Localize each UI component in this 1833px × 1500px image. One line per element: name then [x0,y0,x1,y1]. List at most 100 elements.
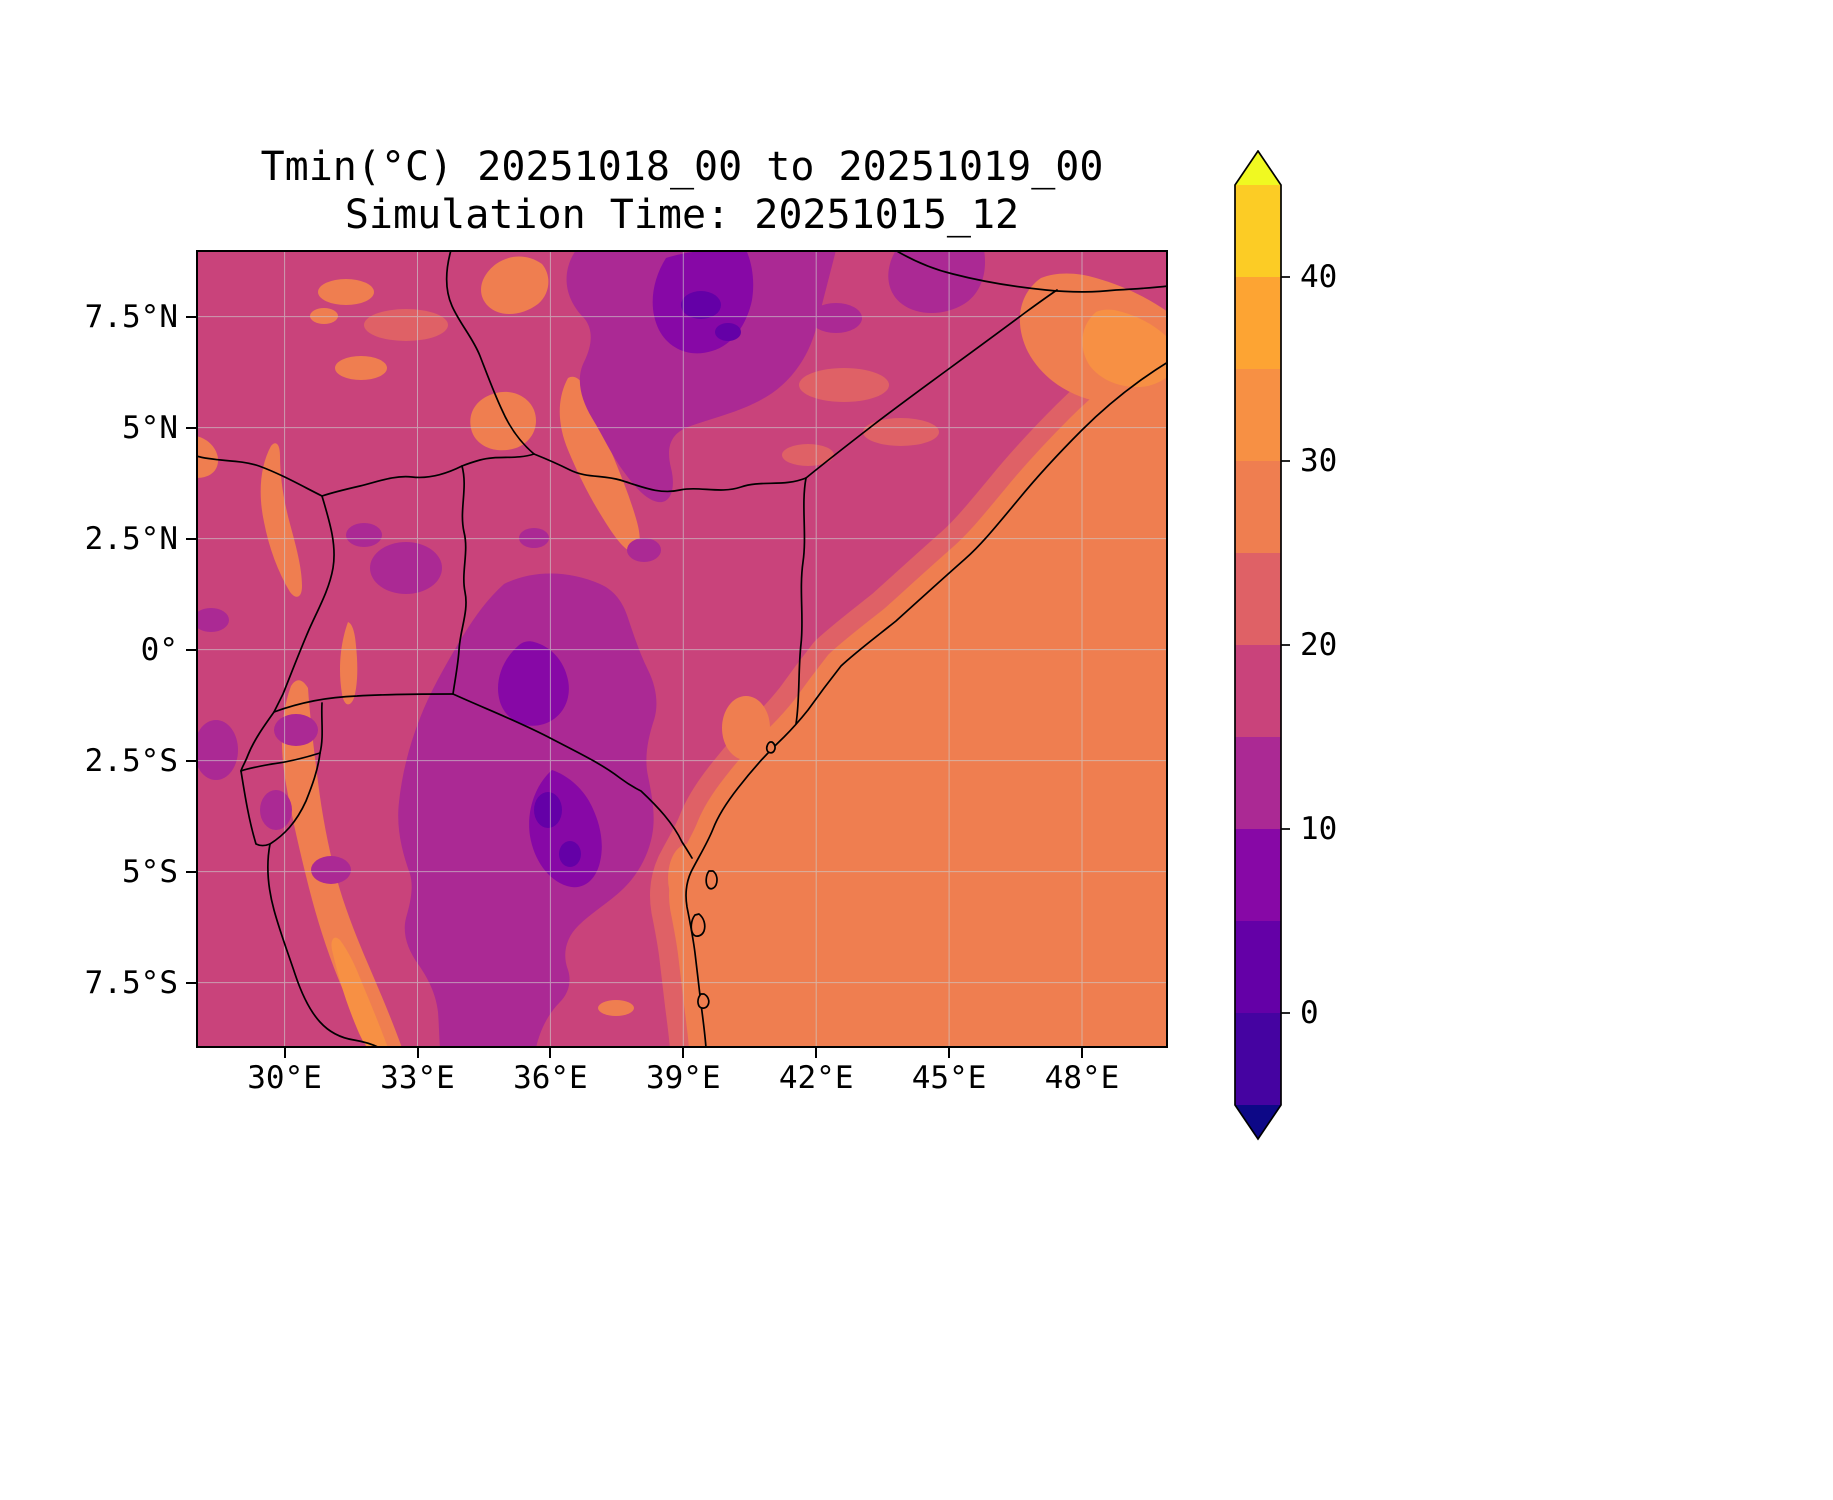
ocean-fill [686,362,1168,1048]
border-uganda-tanzania [273,693,454,713]
hot-spot-south-1 [598,1000,634,1016]
x-axis-tick [815,1048,818,1058]
colorbar-tick-label: 0 [1300,995,1319,1031]
colorbar-outline [1234,150,1282,1141]
x-axis-tick [283,1048,286,1058]
x-tick-label: 30°E [247,1060,322,1096]
y-tick-label: 5°S [122,854,178,890]
colorbar-band-15-20 [1235,645,1281,737]
hottest-core-rift-southwest [331,937,388,1048]
y-tick-label: 0° [140,632,178,668]
y-tick-label: 2.5°S [84,743,178,779]
border-south-sudan-uganda [321,453,535,497]
border-somaliland [894,250,1168,293]
x-axis-tick [682,1048,685,1058]
cold-core-kenya-highlands [498,641,569,726]
hot-patch-turkana-west [470,391,536,451]
hot-patch-top-center [481,256,549,315]
y-tick-label: 5°N [122,410,178,446]
colorbar-band-10-15 [1235,737,1281,829]
colorbar-tick-label: 40 [1300,259,1338,295]
hot-spot-nw-2 [310,308,338,324]
cool-spot-harar [810,303,862,333]
hot-spot-left-edge [196,436,219,478]
x-tick-label: 36°E [513,1060,588,1096]
hot-streak-lake-west [340,622,358,705]
x-tick-label: 48°E [1044,1060,1120,1096]
plot-subtitle: Simulation Time: 20251015_12 [344,192,1020,238]
y-tick-label: 2.5°N [84,521,178,557]
cool-region-nw-somalia [888,250,986,313]
cool-spot-kenya-north [519,528,549,548]
hottest-core-ne-somalia [1082,309,1168,388]
border-tanzania-drc-zambia [267,843,381,1048]
cool-spot-burundi [260,790,292,830]
y-axis-tick [186,315,196,318]
colorbar-band-25-30 [1235,461,1281,553]
hot-spot-coast-hinterland-1 [722,696,770,760]
colorbar-band-0-5 [1235,921,1281,1013]
coldest-spot-ethiopia-2 [715,323,741,341]
island-lamu [765,741,776,754]
warm-patch-ogaden-3 [782,444,834,466]
cool-spot-uganda-1 [370,542,442,594]
cool-spot-uganda-2 [346,523,382,547]
y-tick-label: 7.5°N [84,299,178,335]
warm-patch-ogaden-2 [863,418,939,446]
x-tick-label: 39°E [645,1060,721,1096]
hot-spot-nw-3 [335,356,387,380]
border-ethiopia-somalia [805,289,1058,479]
x-tick-label: 42°E [778,1060,854,1096]
border-rwanda-east [319,702,323,754]
coldest-spot-ethiopia-1 [681,291,721,319]
warm-patch-ogaden-1 [799,368,889,402]
colorbar-tick-label: 10 [1300,811,1338,847]
cool-spot-kenya-east [627,538,661,562]
cool-spot-rwanda [274,714,318,746]
y-axis-tick [186,537,196,540]
cool-spot-drc-edge-1 [196,608,229,632]
border-rwanda-west [240,711,275,772]
x-tick-label: 45°E [911,1060,987,1096]
border-drc-south-sudan [196,455,323,497]
y-axis-tick [186,759,196,762]
hot-streak-tanganyika-rift [281,680,402,1048]
colorbar-tick-label: 30 [1300,443,1338,479]
y-axis-tick [186,426,196,429]
islands [690,741,776,1009]
border-rwanda-burundi [240,752,321,772]
colorbar-band-5-10 [1235,829,1281,921]
coldest-spot-tanzania-2 [559,841,581,867]
border-kenya-tanzania [452,693,693,859]
x-axis-tick [549,1048,552,1058]
cool-region-kenya-tanzania-highlands [398,573,657,1048]
map-plot [196,250,1168,1048]
colorbar-ticks [1281,276,1290,1014]
colorbar-band-35-40 [1235,277,1281,369]
colorbar-band-40-45 [1235,185,1281,277]
x-axis-tick [416,1048,419,1058]
border-uganda-drc [273,495,335,713]
y-tick-label: 7.5°S [84,965,178,1001]
cool-spot-west-tanzania [311,856,351,884]
x-tick-label: 33°E [380,1060,455,1096]
x-axis-tick [1081,1048,1083,1058]
colorbar-over-arrow [1235,151,1281,185]
y-axis-tick [186,648,196,651]
colorbar-tick-label: 20 [1300,627,1338,663]
coldest-spot-tanzania-1 [534,792,562,828]
colorbar-band-30-35 [1235,369,1281,461]
hot-spot-nw-1 [318,279,374,305]
border-kenya-somalia [795,477,807,725]
colorbar-band-neg5-0 [1235,1013,1281,1105]
island-zanzibar [690,913,706,937]
colorbar-under-arrow [1235,1105,1281,1139]
y-axis-tick [186,870,196,873]
y-axis-tick [186,981,196,984]
plot-title: Tmin(°C) 20251018_00 to 20251019_00 [260,144,1104,190]
border-kenya-uganda [452,465,467,695]
cool-region-ethiopian-highlands [566,250,836,503]
colorbar [1234,150,1290,1141]
island-pemba [705,870,718,890]
